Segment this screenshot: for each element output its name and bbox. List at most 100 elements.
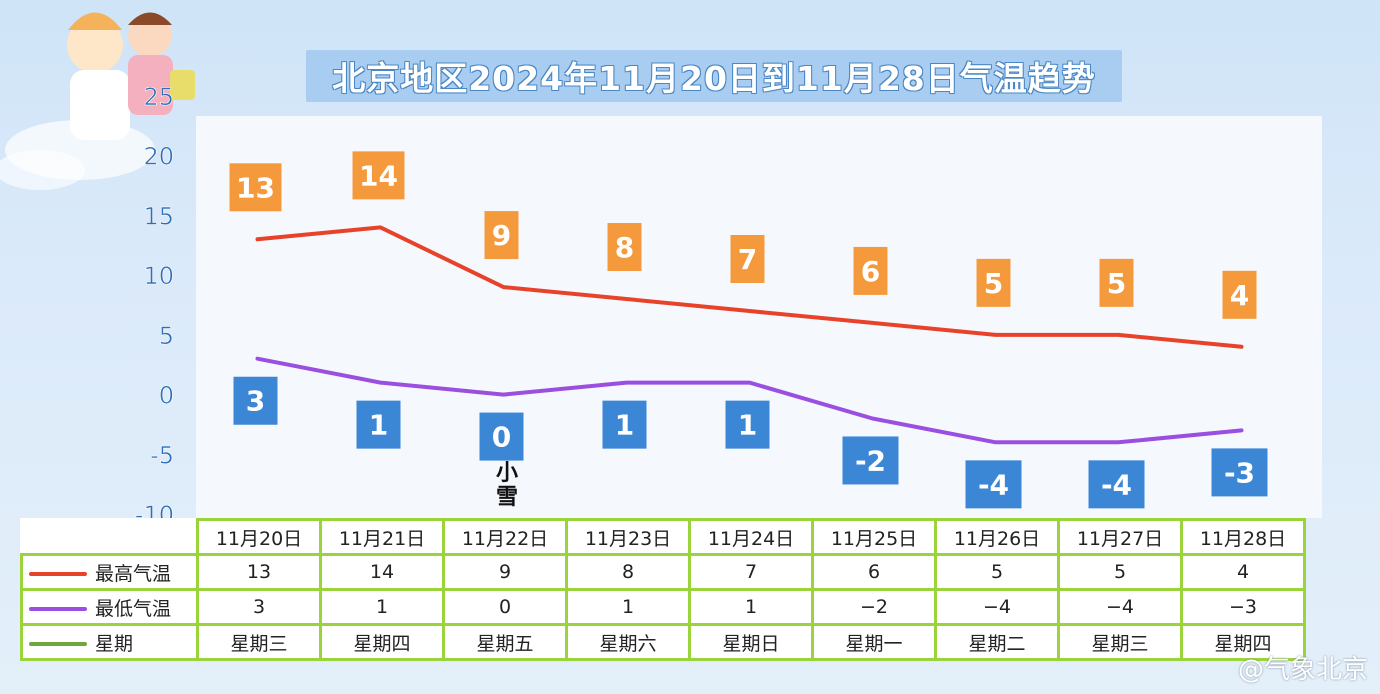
row-label-text: 星期 — [95, 632, 134, 655]
y-tick-label: 0 — [159, 382, 174, 410]
high-temp-label-box — [484, 211, 519, 260]
y-tick-label: 20 — [143, 143, 174, 171]
y-tick-label: 10 — [143, 262, 174, 290]
table-date-cell: 11月20日 — [196, 518, 322, 556]
y-tick-label: 15 — [143, 202, 174, 230]
table-cell: 5 — [934, 553, 1060, 591]
week-legend-line — [29, 642, 87, 646]
low-temp-label-box — [602, 400, 647, 449]
high-temp-label: 6 — [861, 255, 880, 288]
row-label-week: 星期 — [20, 623, 199, 661]
low-temp-label: -4 — [1101, 468, 1132, 501]
table-date-cell: 11月27日 — [1057, 518, 1183, 556]
table-cell: 4 — [1180, 553, 1306, 591]
table-cell: −4 — [934, 588, 1060, 626]
high-temp-label: 7 — [738, 243, 757, 276]
low-temp-label: -2 — [855, 444, 886, 477]
chart-title: 北京地区2024年11月20日到11月28日气温趋势 — [332, 59, 1096, 98]
high-temp-label-box — [229, 163, 282, 212]
high-temp-line — [255, 225, 1244, 349]
row-label-text: 最低气温 — [95, 597, 172, 620]
table-row-low: 最低气温 3 1 0 1 1 −2 −4 −4 −3 — [20, 588, 1306, 626]
table-cell: 星期二 — [934, 623, 1060, 661]
table-date-cell: 11月25日 — [811, 518, 937, 556]
table-date-row: 11月20日 11月21日 11月22日 11月23日 11月24日 11月25… — [22, 518, 1306, 556]
table-cell: 星期三 — [196, 623, 322, 661]
table-date-cell: 11月26日 — [934, 518, 1060, 556]
table-cell: −4 — [1057, 588, 1183, 626]
high-temp-label-box — [1222, 270, 1257, 319]
table-cell: −2 — [811, 588, 937, 626]
low-legend-line — [29, 607, 87, 611]
low-temp-label: 0 — [492, 421, 511, 454]
low-temp-label: 3 — [246, 385, 265, 418]
low-temp-label-box — [1088, 460, 1145, 509]
table-cell: 星期三 — [1057, 623, 1183, 661]
high-temp-label: 8 — [615, 231, 634, 264]
high-temp-label-box — [730, 234, 765, 283]
table-corner — [22, 520, 198, 555]
row-label-high: 最高气温 — [20, 553, 199, 591]
table-cell: 6 — [811, 553, 937, 591]
high-temp-label-box — [1099, 258, 1134, 307]
high-temp-label: 4 — [1230, 279, 1249, 312]
table-cell: 星期一 — [811, 623, 937, 661]
low-temp-line — [255, 356, 1244, 445]
row-label-low: 最低气温 — [20, 588, 199, 626]
table-cell: 3 — [196, 588, 322, 626]
high-temp-label: 5 — [984, 267, 1003, 300]
chart-title-box: 北京地区2024年11月20日到11月28日气温趋势 — [306, 50, 1122, 102]
table-cell: 星期四 — [319, 623, 445, 661]
table-cell: −3 — [1180, 588, 1306, 626]
low-temp-label-box — [356, 400, 401, 449]
y-tick-label: 25 — [143, 83, 174, 111]
row-label-text: 最高气温 — [95, 562, 172, 585]
table-date-cell: 11月22日 — [442, 518, 568, 556]
low-temp-label: -3 — [1224, 456, 1255, 489]
high-temp-label-box — [607, 223, 642, 272]
high-temp-label-box — [352, 151, 405, 200]
table-cell: 星期日 — [688, 623, 814, 661]
table-cell: 8 — [565, 553, 691, 591]
low-temp-label-box — [1211, 448, 1268, 497]
low-temp-label: -4 — [978, 468, 1009, 501]
table-cell: 1 — [565, 588, 691, 626]
table-row-high: 最高气温 13 14 9 8 7 6 5 5 4 — [20, 553, 1306, 591]
table-date-cell: 11月21日 — [319, 518, 445, 556]
low-temp-label: 1 — [615, 409, 634, 442]
high-temp-label-box — [976, 258, 1011, 307]
snow-annotation: 小雪 — [495, 461, 518, 510]
watermark: @气象北京 — [1237, 655, 1368, 685]
temperature-table: 11月20日 11月21日 11月22日 11月23日 11月24日 11月25… — [20, 518, 1306, 661]
high-temp-label: 5 — [1107, 267, 1126, 300]
high-temp-label: 9 — [492, 219, 511, 252]
low-temp-label: 1 — [369, 409, 388, 442]
low-temp-label-box — [725, 400, 770, 449]
table-cell: 1 — [319, 588, 445, 626]
low-temp-label-box — [965, 460, 1022, 509]
table-cell: 星期五 — [442, 623, 568, 661]
table-cell: 0 — [442, 588, 568, 626]
table-cell: 9 — [442, 553, 568, 591]
low-temp-label-box — [842, 436, 899, 485]
table-cell: 星期六 — [565, 623, 691, 661]
table-cell: 7 — [688, 553, 814, 591]
table-row-week: 星期 星期三 星期四 星期五 星期六 星期日 星期一 星期二 星期三 星期四 — [20, 623, 1306, 661]
table-date-cell: 11月23日 — [565, 518, 691, 556]
table-cell: 星期四 — [1180, 623, 1306, 661]
table-cell: 14 — [319, 553, 445, 591]
high-legend-line — [29, 572, 87, 576]
low-temp-label-box — [479, 412, 524, 461]
table-date-cell: 11月28日 — [1180, 518, 1306, 556]
high-temp-label: 14 — [359, 159, 398, 192]
high-temp-label: 13 — [236, 171, 275, 204]
table-date-cell: 11月24日 — [688, 518, 814, 556]
y-tick-label: -5 — [150, 441, 174, 469]
table-cell: 5 — [1057, 553, 1183, 591]
low-temp-label-box — [233, 376, 278, 425]
low-temp-label: 1 — [738, 409, 757, 442]
high-temp-label-box — [853, 246, 888, 295]
table-cell: 1 — [688, 588, 814, 626]
table-cell: 13 — [196, 553, 322, 591]
